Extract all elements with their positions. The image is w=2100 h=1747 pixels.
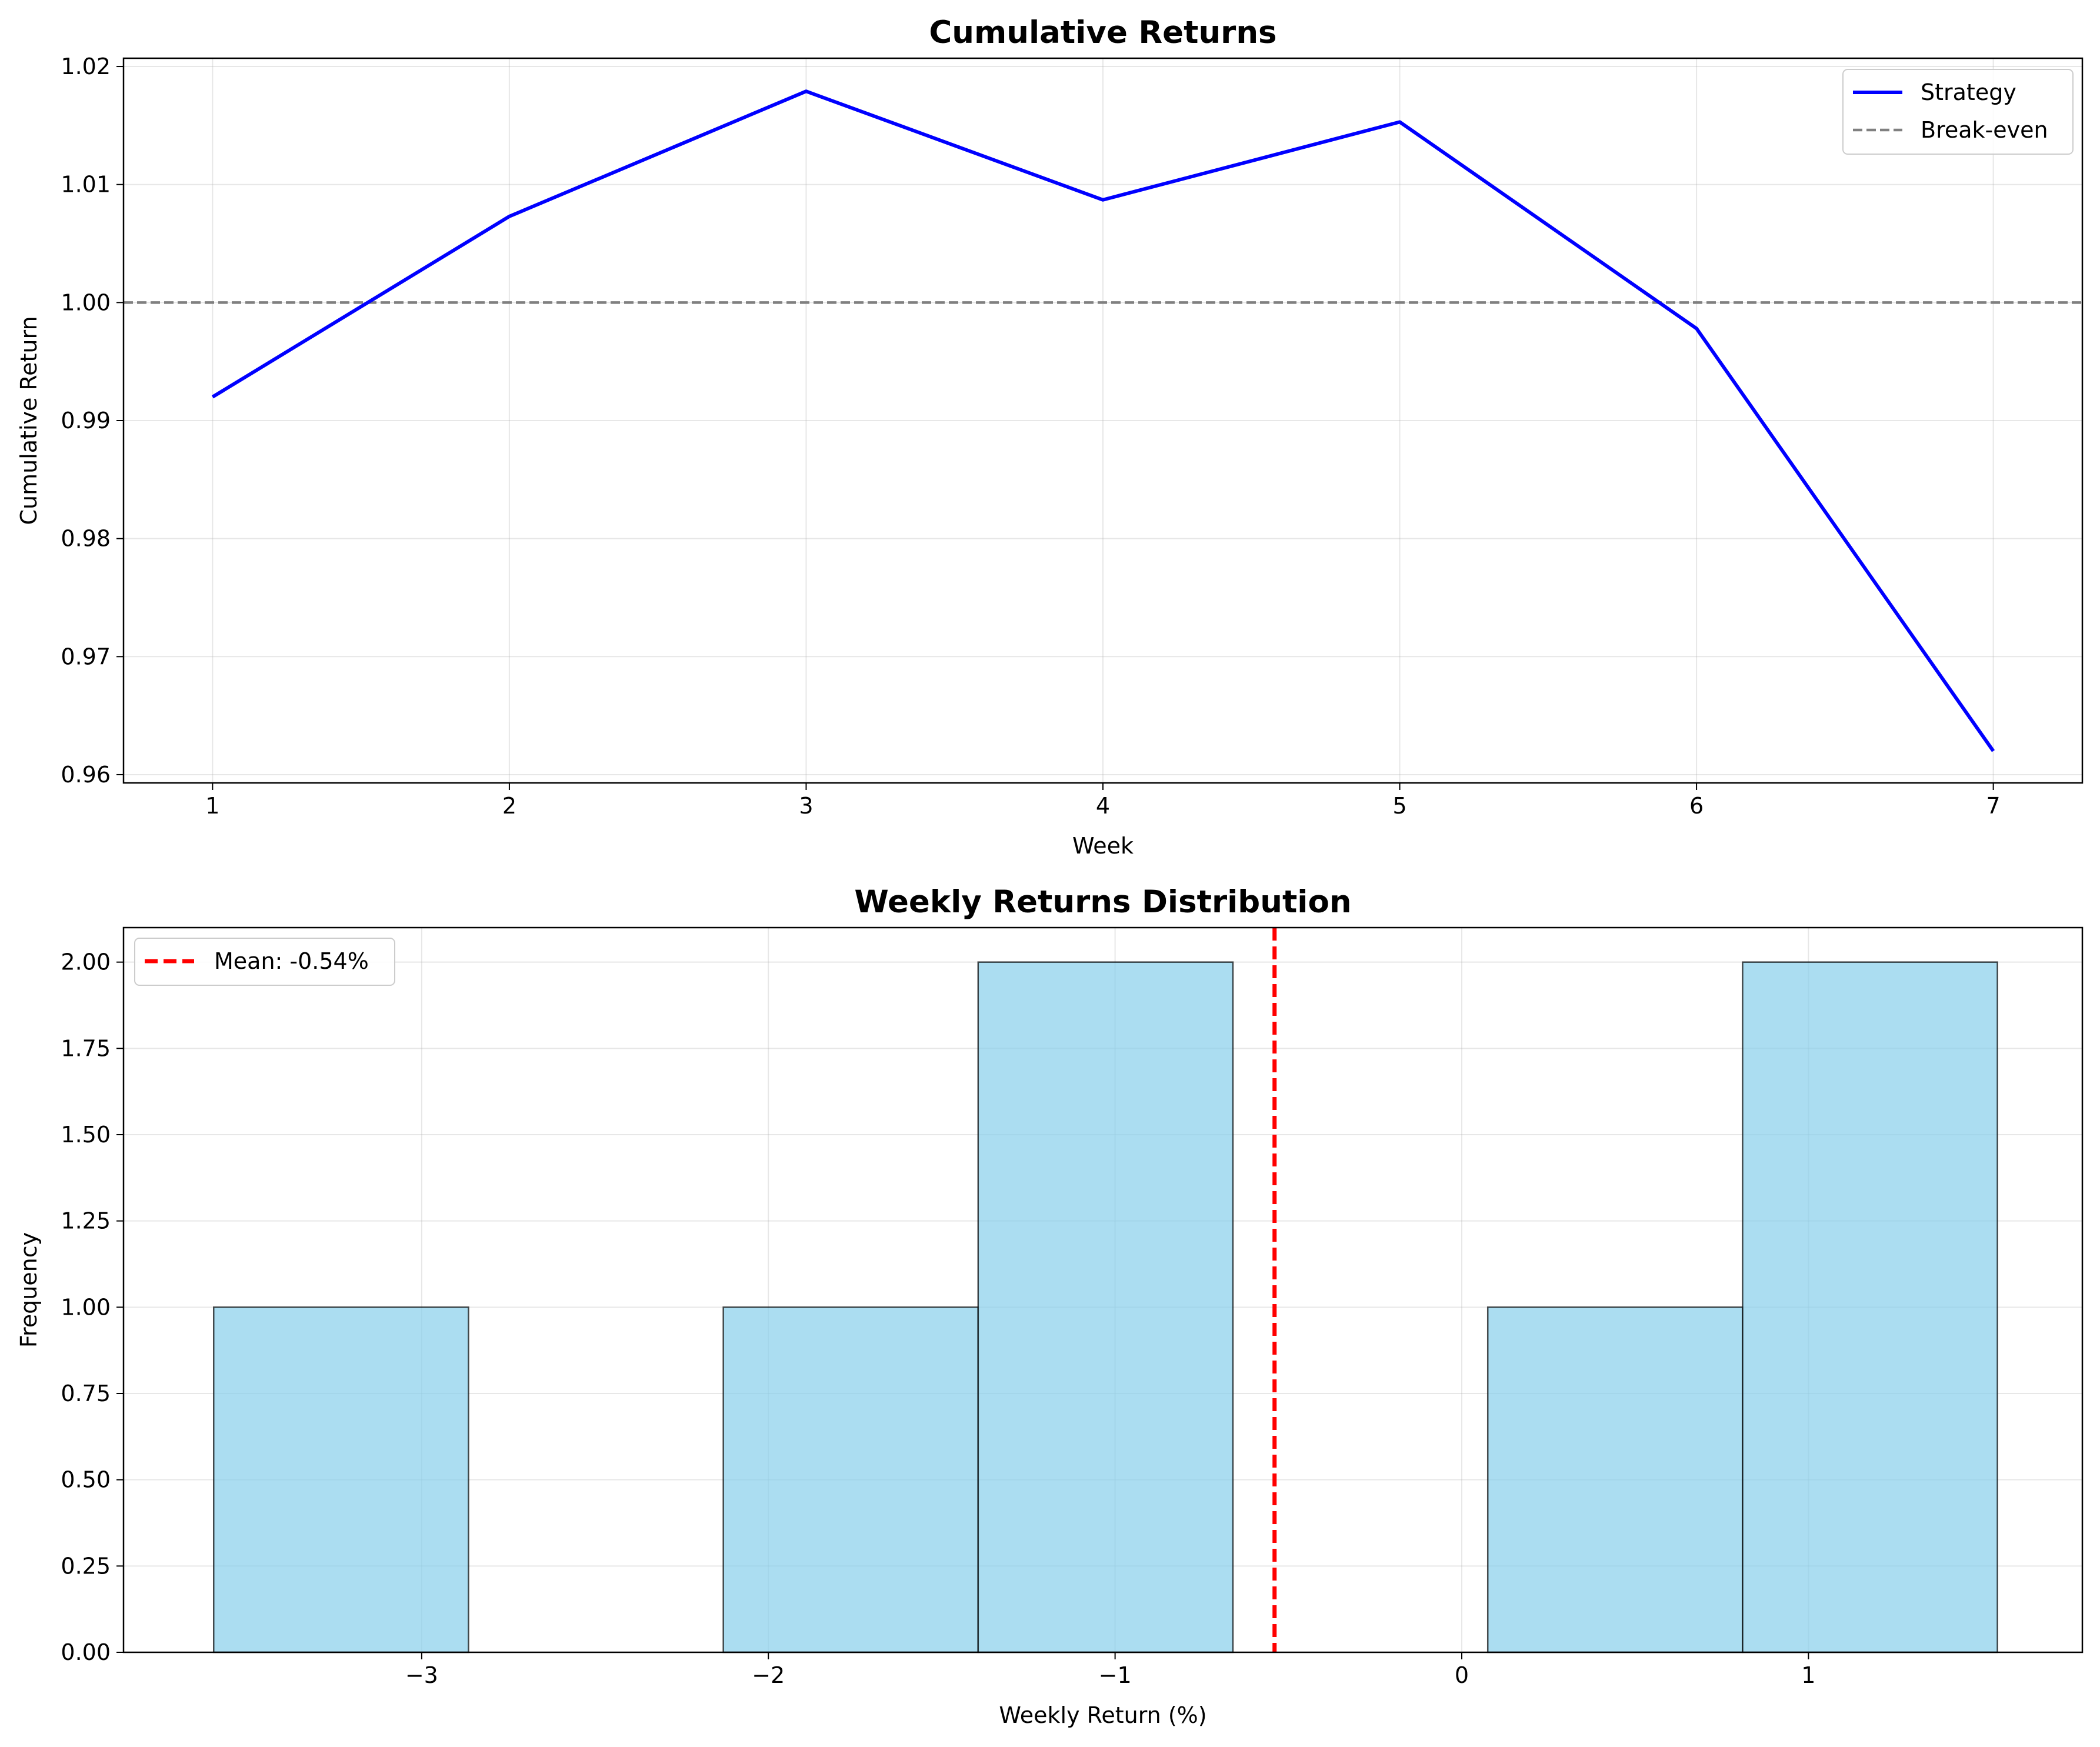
plot-frame: [122, 926, 2084, 1653]
x-tick-label: −3: [405, 1662, 438, 1688]
y-tick-label: 1.01: [61, 172, 111, 198]
y-tick-label: 0.98: [61, 526, 111, 552]
x-axis-ticks: 1 2 3 4 5 6 7: [205, 783, 2001, 819]
x-axis-ticks: −3 −2 −1 0 1: [405, 1652, 1815, 1688]
legend-strategy-label: Strategy: [1921, 79, 2016, 105]
y-tick-label: 1.02: [61, 54, 111, 79]
histogram-bar: [977, 961, 1234, 1653]
x-axis-label: Weekly Return (%): [999, 1702, 1206, 1728]
x-tick-label: 1: [1801, 1662, 1815, 1688]
chart-title: Weekly Returns Distribution: [854, 884, 1351, 920]
y-tick-label: 2.00: [61, 949, 111, 975]
legend-break-even-label: Break-even: [1921, 117, 2048, 143]
strategy-line: [211, 89, 1995, 752]
y-axis-label: Frequency: [16, 1232, 42, 1348]
y-tick-label: 1.00: [61, 1294, 111, 1320]
legend: Strategy Break-even: [1842, 69, 2074, 155]
x-axis-label: Week: [1072, 833, 1134, 859]
y-axis-ticks: 0.96 0.97 0.98 0.99 1.00 1.01 1.02: [61, 54, 124, 788]
y-tick-label: 0.97: [61, 644, 111, 669]
legend-box: [134, 938, 395, 986]
x-tick-label: −2: [752, 1662, 785, 1688]
chart-title: Cumulative Returns: [929, 15, 1276, 51]
x-tick-label: 1: [205, 793, 219, 819]
x-tick-label: 3: [799, 793, 813, 819]
x-tick-label: 6: [1689, 793, 1704, 819]
histogram-bars: [212, 961, 1998, 1653]
histogram-bar: [1486, 1306, 1744, 1653]
x-tick-label: 7: [1986, 793, 2001, 819]
y-tick-label: 0.25: [61, 1553, 111, 1579]
x-tick-label: −1: [1099, 1662, 1132, 1688]
y-tick-label: 0.50: [61, 1467, 111, 1493]
y-tick-label: 1.25: [61, 1208, 111, 1234]
grid: [124, 58, 2082, 783]
histogram-bar: [1742, 961, 1998, 1653]
y-tick-label: 1.75: [61, 1035, 111, 1061]
y-tick-label: 0.99: [61, 408, 111, 434]
y-tick-label: 0.96: [61, 762, 111, 788]
legend-mean-label: Mean: -0.54%: [214, 948, 369, 974]
histogram-bar: [212, 1306, 469, 1653]
x-tick-label: 4: [1096, 793, 1110, 819]
y-tick-label: 1.00: [61, 289, 111, 315]
y-tick-label: 0.75: [61, 1381, 111, 1406]
x-tick-label: 5: [1392, 793, 1406, 819]
cumulative-returns-panel: 1 2 3 4 5 6 7 0.96 0.97 0.98 0.99 1.00 1.01 1.02 Cum…: [16, 15, 2084, 859]
histogram-bar: [722, 1306, 979, 1653]
y-tick-label: 0.00: [61, 1639, 111, 1665]
x-tick-label: 0: [1455, 1662, 1469, 1688]
x-tick-label: 2: [502, 793, 516, 819]
y-axis-label: Cumulative Return: [16, 316, 42, 525]
weekly-returns-panel: −3 −2 −1 0 1 0.00 0.25 0.50 0.75 1.00 1.25 1.50 1.7…: [16, 884, 2084, 1728]
y-axis-ticks: 0.00 0.25 0.50 0.75 1.00 1.25 1.50 1.75 2.00: [61, 949, 124, 1665]
series-layer: [211, 89, 1995, 752]
y-tick-label: 1.50: [61, 1122, 111, 1148]
legend: Mean: -0.54%: [134, 938, 395, 986]
